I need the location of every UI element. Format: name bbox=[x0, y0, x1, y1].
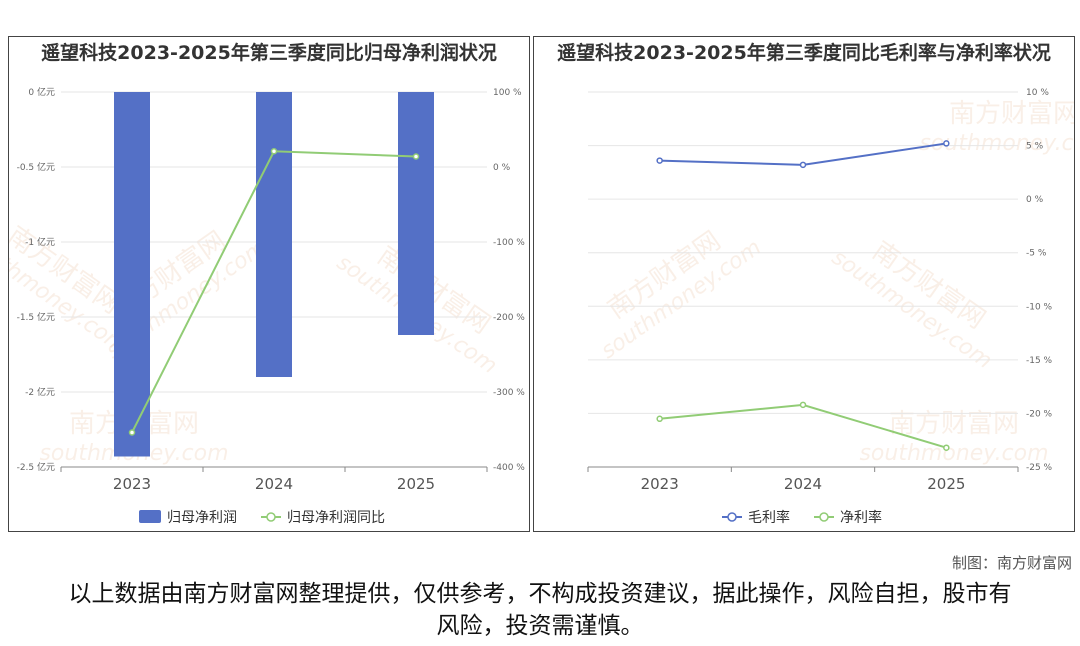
point-gross-margin bbox=[799, 161, 807, 169]
point-gross-margin bbox=[656, 157, 663, 164]
y-right-tick-label: 0 % bbox=[1026, 195, 1044, 205]
point-net-margin bbox=[799, 401, 807, 409]
y-right-tick-label: 100 % bbox=[493, 88, 522, 98]
y-right-tick-label: -300 % bbox=[493, 388, 525, 398]
chart-title: 遥望科技2023-2025年第三季度同比归母净利润状况 bbox=[41, 42, 497, 64]
y-right-tick-label: -200 % bbox=[493, 313, 525, 323]
y-right-tick-label: 5 % bbox=[1026, 142, 1044, 152]
x-tick-label: 2023 bbox=[641, 475, 679, 493]
legend-swatch-marker bbox=[727, 512, 737, 522]
legend-swatch-marker bbox=[819, 512, 829, 522]
y-right-tick-label: -20 % bbox=[1026, 409, 1053, 419]
y-right-tick-label: -100 % bbox=[493, 238, 525, 248]
y-left-tick-label: -2 亿元 bbox=[25, 386, 55, 398]
disclaimer-text: 以上数据由南方财富网整理提供，仅供参考，不构成投资建议，据此操作，风险自担，股市… bbox=[68, 581, 1012, 639]
legend-swatch-bar bbox=[139, 510, 161, 523]
y-right-tick-label: -10 % bbox=[1026, 302, 1053, 312]
point-net-profit-yoy bbox=[128, 429, 136, 436]
bar-net-profit bbox=[398, 92, 434, 335]
point-net-margin bbox=[656, 415, 663, 423]
legend-label: 净利率 bbox=[840, 509, 882, 526]
y-left-tick-label: -1 亿元 bbox=[25, 236, 55, 248]
y-right-tick-label: -25 % bbox=[1026, 463, 1053, 473]
legend-label: 归母净利润同比 bbox=[287, 509, 385, 526]
point-gross-margin bbox=[943, 140, 950, 147]
y-right-tick-label: 0 % bbox=[493, 163, 511, 173]
y-right-tick-label: -5 % bbox=[1026, 249, 1047, 259]
bar-net-profit bbox=[256, 92, 292, 377]
bar-net-profit bbox=[114, 92, 150, 457]
x-tick-label: 2023 bbox=[113, 475, 151, 493]
y-right-tick-label: 10 % bbox=[1026, 88, 1049, 98]
y-left-tick-label: -2.5 亿元 bbox=[17, 461, 55, 473]
y-left-tick-label: 0 亿元 bbox=[28, 86, 55, 98]
x-tick-label: 2024 bbox=[784, 475, 822, 493]
watermark-cn: 南方财富网 bbox=[949, 99, 1074, 129]
legend-label: 毛利率 bbox=[748, 509, 790, 526]
point-net-profit-yoy bbox=[412, 153, 420, 160]
y-left-tick-label: -0.5 亿元 bbox=[17, 161, 55, 173]
chart-credit: 制图：南方财富网 bbox=[951, 554, 1072, 572]
y-right-tick-label: -15 % bbox=[1026, 356, 1053, 366]
x-tick-label: 2025 bbox=[397, 475, 435, 493]
legend-swatch-marker bbox=[266, 512, 276, 522]
y-right-tick-label: -400 % bbox=[493, 463, 525, 473]
point-net-margin bbox=[943, 444, 950, 451]
margin-chart-panel: 遥望科技2023-2025年第三季度同比毛利率与净利率状况 南方财富网 south… bbox=[533, 36, 1075, 532]
chart-title: 遥望科技2023-2025年第三季度同比毛利率与净利率状况 bbox=[557, 42, 1051, 64]
legend-label: 归母净利润 bbox=[167, 509, 237, 526]
net-profit-chart-panel: 遥望科技2023-2025年第三季度同比归母净利润状况 南方财富网 southmo… bbox=[8, 36, 530, 532]
y-left-tick-label: -1.5 亿元 bbox=[17, 311, 55, 323]
x-tick-label: 2025 bbox=[927, 475, 965, 493]
watermark-cn: 南方财富网 bbox=[889, 409, 1019, 439]
x-tick-label: 2024 bbox=[255, 475, 293, 493]
net-profit-chart: 南方财富网southmoney.com南方财富网southmoney.com南方… bbox=[9, 86, 525, 526]
watermark-en: southmoney.com bbox=[859, 441, 1048, 466]
point-net-profit-yoy bbox=[270, 148, 278, 155]
